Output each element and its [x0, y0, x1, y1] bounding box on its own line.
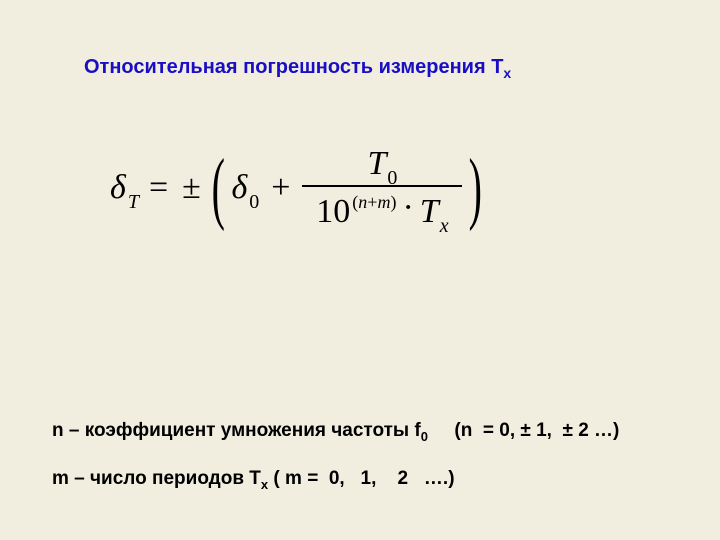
delta0-symbol: δ: [231, 169, 247, 207]
den-ten: 10: [316, 193, 350, 231]
definition-n: n – коэффициент умножения частоты f0 (n …: [52, 420, 619, 444]
exp-plus: +: [367, 192, 377, 212]
delta0-sub: 0: [249, 191, 259, 214]
numerator: T0: [363, 145, 401, 185]
def-n-sub: 0: [421, 429, 428, 444]
den-Tx: Tx: [420, 193, 449, 231]
def-n-pre: n – коэффициент умножения частоты f: [52, 420, 421, 441]
def-m-pre: m – число периодов T: [52, 468, 261, 489]
num-T: T: [367, 145, 386, 183]
exp-rparen: ): [390, 192, 396, 212]
den-T: T: [420, 193, 439, 230]
fraction: T0 10(n+m) ·Tx: [302, 145, 462, 231]
delta-T: δT: [110, 169, 139, 207]
title-text: Относительная погрешность измерения T: [84, 56, 503, 78]
paren-inner: δ0 + T0 10(n+m)·Tx: [231, 145, 462, 231]
num-T-sub: 0: [387, 167, 397, 190]
def-m-post: ( m = 0, 1, 2 ….): [268, 468, 454, 489]
definition-m: m – число периодов Tx ( m = 0, 1, 2 ….): [52, 468, 455, 492]
page-title: Относительная погрешность измерения Tx: [84, 56, 511, 81]
equals-sign: =: [149, 169, 168, 207]
delta-sub-T: T: [128, 191, 139, 214]
def-n-post: (n = 0, ± 1, ± 2 …): [428, 420, 619, 441]
exp-n: n: [358, 192, 367, 212]
title-sub: x: [503, 65, 511, 81]
exp-m: m: [377, 192, 390, 212]
den-exponent: (n+m): [352, 192, 396, 213]
cdot: ·: [402, 189, 413, 227]
plus-sign: +: [271, 169, 290, 207]
plus-minus: ±: [182, 169, 201, 207]
delta-zero: δ0: [231, 169, 259, 207]
main-equation: δT = ± ( δ0 + T0 10(n+m)·Tx ): [110, 145, 489, 231]
denominator: 10(n+m) ·Tx: [312, 187, 452, 231]
den-T-sub: x: [440, 215, 449, 237]
delta-symbol: δ: [110, 169, 126, 207]
